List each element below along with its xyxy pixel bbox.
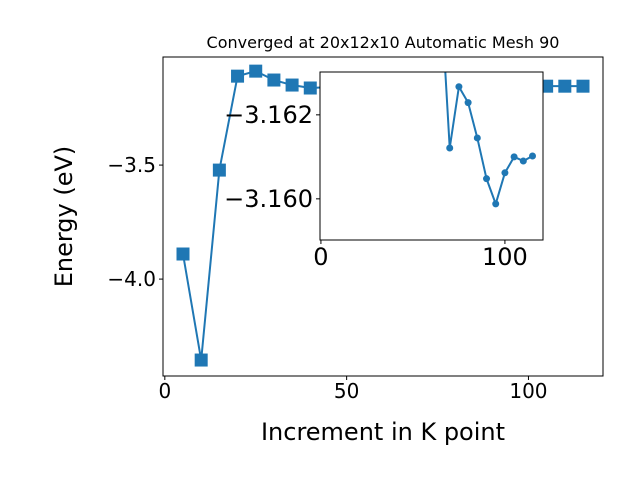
marker [483,175,491,183]
marker [231,69,245,83]
axes-frame [319,71,544,241]
marker [529,152,537,160]
marker [267,73,281,87]
marker [455,83,463,91]
marker [446,144,454,152]
chart-title: Converged at 20x12x10 Automatic Mesh 90 [207,33,560,52]
marker [492,200,500,208]
marker [576,79,590,93]
marker [176,247,190,261]
x-axis-label: Increment in K point [261,418,505,446]
y-tick-label: −3.5 [107,153,156,177]
marker [519,157,527,165]
marker [212,163,226,177]
x-tick-label: 0 [313,243,328,271]
x-tick-label: 50 [334,379,359,403]
x-tick-label: 100 [509,379,547,403]
x-tick-label: 0 [158,379,171,403]
y-tick-label: −3.162 [224,101,313,129]
marker [510,153,518,161]
marker [249,64,263,78]
x-tick-label: 100 [482,243,528,271]
marker [464,99,472,107]
marker [558,79,572,93]
marker [194,353,208,367]
inset-background [320,72,543,240]
y-tick-label: −4.0 [107,267,156,291]
plot-area: 0 100 −3.162 −3.160 [224,71,544,271]
marker [285,78,299,92]
marker [303,81,317,95]
axes-frame [162,56,604,377]
y-axis-label: Energy (eV) [50,146,78,288]
marker [501,169,509,177]
marker [473,134,481,142]
y-tick-label: −3.160 [224,185,313,213]
series [444,72,537,208]
